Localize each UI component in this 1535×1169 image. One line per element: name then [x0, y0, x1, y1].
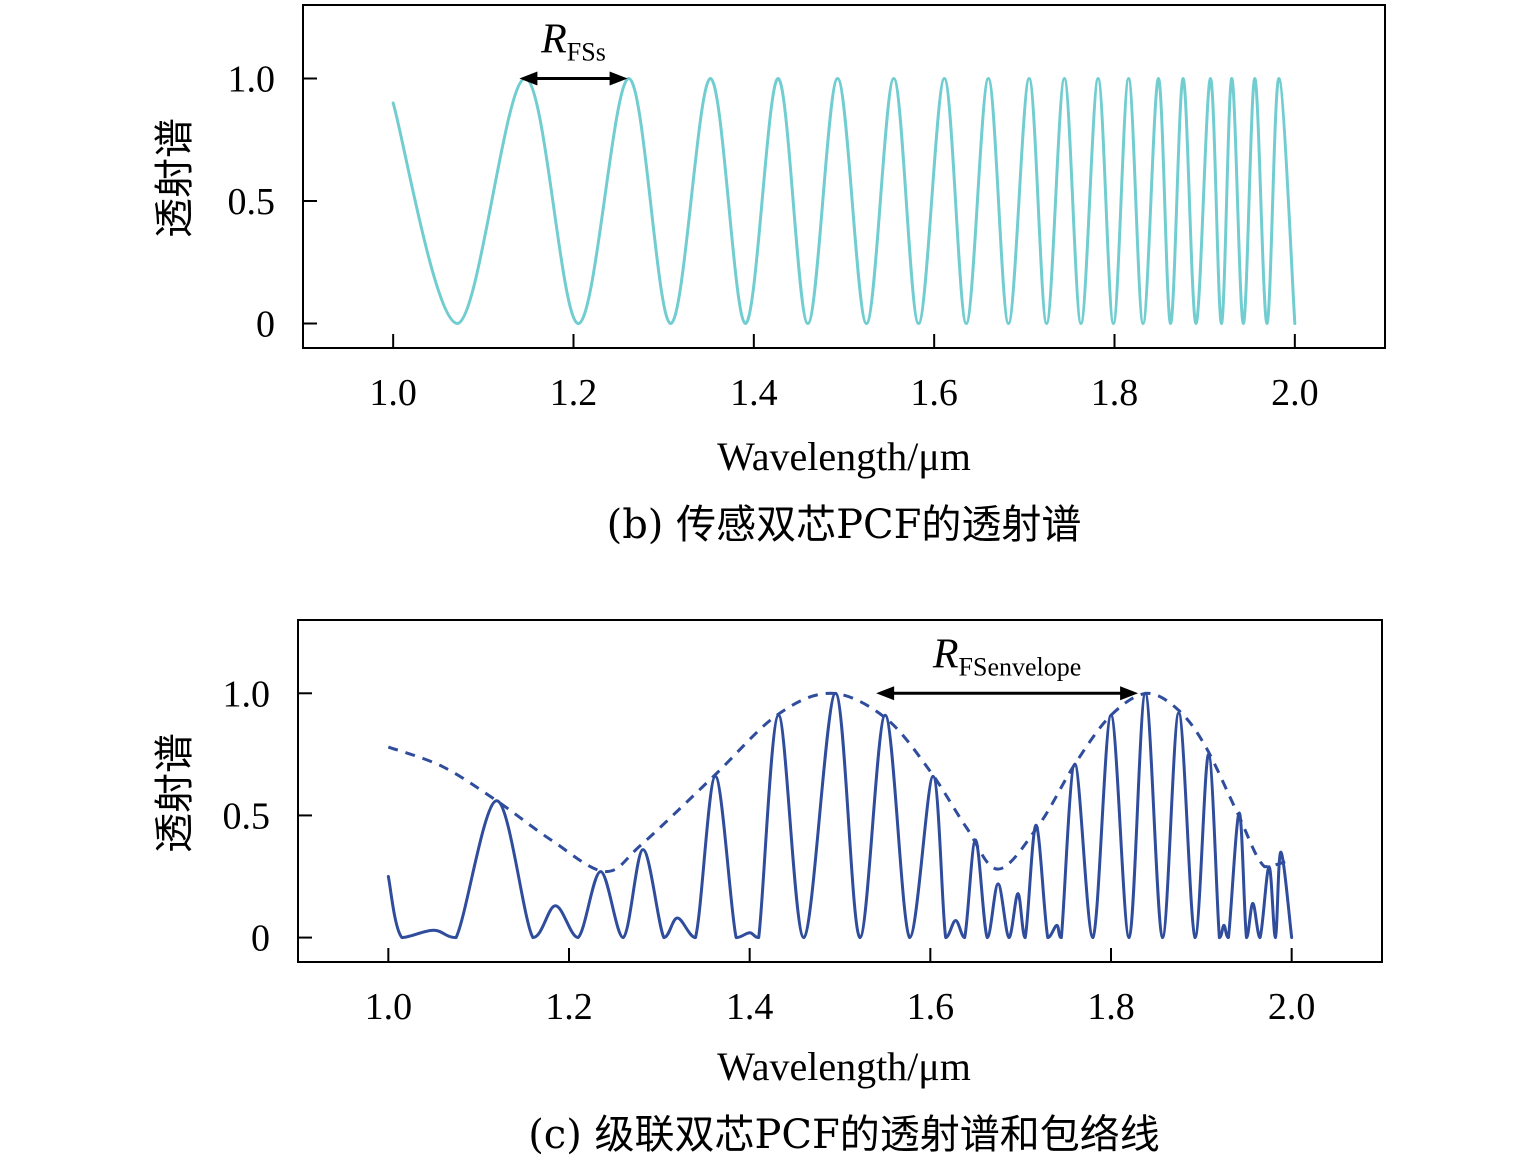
panel-c: 0 0.5 1.0 1.0 1.2 1.4 1.6 1.8 2.0 RFSenvelope 透… [152, 619, 1383, 1158]
rfss-label: RFSs [540, 17, 606, 67]
panel-b-xlabel: Wavelength/μm [717, 434, 971, 479]
rfss-label-symbol: R [540, 17, 567, 63]
panel-b-y-ticks: 0 0.5 1.0 [228, 59, 317, 346]
rfsenvelope-arrowhead-left [876, 686, 895, 701]
x-tick-label: 1.2 [545, 986, 593, 1028]
y-tick-label: 0.5 [223, 795, 271, 837]
panel-c-frame [297, 619, 1383, 963]
rfss-label-subscript: FSs [567, 38, 606, 67]
panel-c-y-ticks: 0 0.5 1.0 [223, 673, 312, 960]
x-tick-label: 1.4 [730, 372, 778, 414]
x-tick-label: 1.2 [550, 372, 598, 414]
panel-b-caption: (b) 传感双芯PCF的透射谱 [607, 502, 1082, 548]
rfsenvelope-label-subscript: FSenvelope [959, 652, 1082, 681]
rfsenvelope-label-symbol: R [932, 631, 959, 677]
panel-b-frame [302, 4, 1386, 349]
x-tick-label: 1.0 [369, 372, 417, 414]
x-tick-label: 1.8 [1091, 372, 1139, 414]
y-tick-label: 1.0 [223, 673, 271, 715]
x-tick-label: 1.8 [1087, 986, 1135, 1028]
x-tick-label: 1.6 [910, 372, 958, 414]
rfss-arrowhead-left [519, 71, 538, 86]
panel-b: 0 0.5 1.0 1.0 1.2 1.4 1.6 1.8 2.0 RFSs 透射谱 Wave… [152, 4, 1386, 548]
panel-c-caption: (c) 级联双芯PCF的透射谱和包络线 [528, 1112, 1160, 1158]
y-tick-label: 0.5 [228, 181, 276, 223]
rfsenvelope-label: RFSenvelope [932, 631, 1081, 681]
panel-b-series [391, 77, 1297, 325]
panel-c-xlabel: Wavelength/μm [717, 1044, 971, 1089]
panel-c-x-ticks: 1.0 1.2 1.4 1.6 1.8 2.0 [365, 948, 1316, 1028]
panel-c-series [386, 691, 1294, 940]
x-tick-label: 2.0 [1271, 372, 1319, 414]
x-tick-label: 1.4 [726, 986, 774, 1028]
x-tick-label: 1.6 [907, 986, 955, 1028]
rfsenvelope-arrowhead-right [1120, 686, 1139, 701]
transmission-line [391, 77, 1297, 325]
x-tick-label: 2.0 [1268, 986, 1316, 1028]
panel-c-annotation: RFSenvelope [876, 631, 1139, 701]
panel-b-annotation: RFSs [519, 17, 628, 86]
y-tick-label: 1.0 [228, 59, 276, 101]
transmission-line [386, 691, 1294, 940]
panel-c-ylabel: 透射谱 [152, 733, 198, 853]
envelope-line [387, 691, 1293, 874]
y-tick-label: 0 [251, 918, 270, 960]
rfss-arrowhead-right [609, 71, 628, 86]
panel-b-ylabel: 透射谱 [152, 118, 198, 238]
x-tick-label: 1.0 [365, 986, 413, 1028]
panel-b-x-ticks: 1.0 1.2 1.4 1.6 1.8 2.0 [369, 334, 1319, 414]
y-tick-label: 0 [256, 304, 275, 346]
